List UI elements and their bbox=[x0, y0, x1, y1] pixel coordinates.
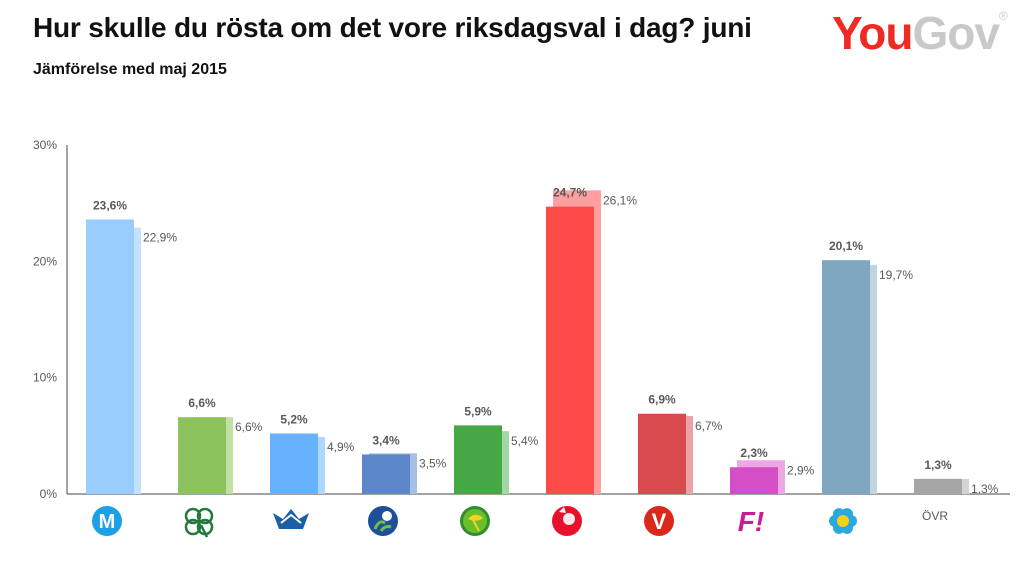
folkpartiet-icon bbox=[273, 509, 309, 529]
value-label-current: 23,6% bbox=[93, 198, 127, 212]
value-label-previous: 5,4% bbox=[511, 434, 539, 448]
logo-registered-mark: ® bbox=[998, 9, 1008, 23]
sverigedemokraterna-icon bbox=[829, 508, 857, 534]
bar-current bbox=[454, 425, 502, 494]
y-tick-label: 0% bbox=[40, 487, 58, 501]
value-label-previous: 1,3% bbox=[971, 482, 999, 496]
vansterpartiet-icon: V bbox=[644, 506, 674, 536]
bar-current bbox=[638, 413, 686, 494]
value-label-current: 20,1% bbox=[829, 239, 863, 253]
value-label-current: 3,4% bbox=[372, 433, 400, 447]
value-label-previous: 6,7% bbox=[695, 419, 723, 433]
kristdemokraterna-icon bbox=[368, 506, 398, 536]
y-tick-label: 30% bbox=[33, 138, 57, 152]
value-label-current: 24,7% bbox=[553, 186, 587, 200]
miljopartiet-icon bbox=[460, 506, 490, 536]
bar-current bbox=[86, 219, 134, 494]
svg-text:ÖVR: ÖVR bbox=[922, 509, 948, 523]
socialdemokraterna-icon bbox=[552, 506, 582, 536]
chart-subtitle: Jämförelse med maj 2015 bbox=[33, 61, 227, 78]
value-label-current: 5,9% bbox=[464, 404, 492, 418]
bar-current bbox=[822, 260, 870, 494]
value-label-previous: 22,9% bbox=[143, 231, 177, 245]
bar-current bbox=[546, 206, 594, 494]
logo-you: You bbox=[832, 7, 913, 59]
y-tick-label: 10% bbox=[33, 371, 57, 385]
value-label-previous: 2,9% bbox=[787, 463, 815, 477]
moderaterna-icon: M bbox=[92, 506, 122, 536]
bar-current bbox=[914, 478, 962, 494]
logo-gov: Gov bbox=[912, 7, 999, 59]
svg-text:V: V bbox=[652, 509, 667, 534]
svg-text:F!: F! bbox=[738, 506, 764, 537]
value-label-previous: 26,1% bbox=[603, 193, 637, 207]
yougov-logo: YouGov® bbox=[832, 7, 1008, 59]
value-label-previous: 3,5% bbox=[419, 456, 447, 470]
bar-current bbox=[178, 417, 226, 494]
y-tick-label: 20% bbox=[33, 254, 57, 268]
value-label-current: 2,3% bbox=[740, 446, 768, 460]
bar-current bbox=[270, 433, 318, 494]
value-label-previous: 4,9% bbox=[327, 440, 355, 454]
bar-current bbox=[362, 454, 410, 494]
centerpartiet-icon bbox=[184, 507, 214, 538]
chart-title: Hur skulle du rösta om det vore riksdags… bbox=[33, 12, 752, 43]
value-label-previous: 6,6% bbox=[235, 420, 263, 434]
bar-current bbox=[730, 467, 778, 494]
category-label: ÖVR bbox=[922, 509, 948, 523]
value-label-previous: 19,7% bbox=[879, 268, 913, 282]
svg-text:M: M bbox=[99, 511, 116, 533]
value-label-current: 6,6% bbox=[188, 396, 216, 410]
value-label-current: 6,9% bbox=[648, 393, 676, 407]
feministiskt-initiativ-icon: F! bbox=[738, 506, 764, 537]
value-label-current: 5,2% bbox=[280, 413, 308, 427]
value-label-current: 1,3% bbox=[924, 458, 952, 472]
